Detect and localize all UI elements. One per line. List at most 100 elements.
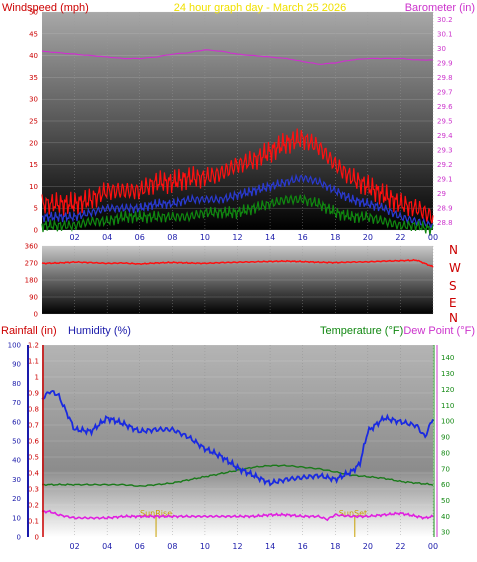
humidity-tick-label: 70: [12, 399, 21, 407]
wind-time-tick-label: 00: [428, 233, 438, 242]
temperature-tick-label: 90: [441, 434, 450, 442]
barometer-tick-label: 29.6: [437, 103, 453, 111]
wind-panel: 0 5 10 15 20 25 30 35 40 45 50 28.8 28.9 29 29.1 29.2 29…: [2, 2, 475, 242]
temperature-tick-label: 110: [441, 402, 454, 410]
temperature-tick-label: 100: [441, 418, 454, 426]
temperature-tick-label: 80: [441, 449, 450, 457]
low-series: [41, 193, 434, 236]
windspeed-tick-label: 50: [29, 9, 38, 17]
dewpoint-series: [41, 509, 434, 522]
climate-time-tick-label: 04: [102, 542, 112, 551]
direction-tick-label: 90: [29, 294, 38, 302]
humidity-tick-label: 10: [12, 514, 21, 522]
wind-time-tick-label: 14: [265, 233, 275, 242]
humidity-tick-label: 0: [17, 534, 21, 542]
barometer-tick-label: 29.9: [437, 59, 453, 67]
climate-time-tick-label: 16: [298, 542, 308, 551]
windspeed-tick-label: 10: [29, 183, 38, 191]
barometer-tick-label: 29: [437, 190, 446, 198]
temperature-tick-label: 120: [441, 386, 454, 394]
rainfall-tick-label: 0.5: [28, 454, 39, 462]
wind-time-tick-label: 12: [232, 233, 242, 242]
humidity-series: [41, 389, 434, 487]
barometer-tick-label: 28.9: [437, 205, 453, 213]
barometer-tick-label: 29.3: [437, 147, 453, 155]
climate-time-tick-label: 22: [395, 542, 405, 551]
rainfall-tick-label: 1.1: [28, 358, 39, 366]
compass-label-n-top: N: [449, 243, 458, 257]
temperature-tick-label: 140: [441, 354, 454, 362]
direction-series: [41, 258, 434, 268]
humidity-tick-label: 90: [12, 361, 21, 369]
temperature-tick-label: 40: [441, 513, 450, 521]
direction-tick-label: 180: [25, 277, 38, 285]
barometer-tick-label: 28.8: [437, 219, 453, 227]
barometer-axis-label: Barometer (in): [405, 2, 475, 14]
windspeed-tick-label: 20: [29, 139, 38, 147]
windspeed-tick-label: 0: [34, 227, 38, 235]
temperature-tick-label: 50: [441, 497, 450, 505]
direction-panel: 0 90 180 270 360 N W S E N: [25, 243, 461, 326]
humidity-tick-label: 30: [12, 476, 21, 484]
humidity-tick-label: 20: [12, 495, 21, 503]
compass-label-n-bottom: N: [449, 311, 458, 325]
direction-tick-label: 270: [25, 260, 38, 268]
humidity-tick-label: 80: [12, 380, 21, 388]
rainfall-tick-label: 0.1: [28, 518, 39, 526]
temperature-axis-label: Temperature (°F): [320, 325, 403, 337]
climate-time-tick-label: 10: [200, 542, 210, 551]
windspeed-tick-label: 5: [34, 205, 38, 213]
compass-label-s: S: [449, 279, 457, 293]
windspeed-tick-label: 35: [29, 74, 38, 82]
wind-time-tick-label: 18: [330, 233, 340, 242]
rainfall-tick-label: 0.7: [28, 422, 39, 430]
rainfall-tick-label: 0.4: [28, 470, 40, 478]
wind-time-tick-label: 04: [102, 233, 112, 242]
climate-time-tick-label: 20: [363, 542, 373, 551]
climate-time-tick-label: 00: [428, 542, 438, 551]
temperature-tick-label: 60: [441, 481, 450, 489]
barometer-tick-label: 30.2: [437, 16, 453, 24]
wind-time-tick-label: 06: [135, 233, 145, 242]
climate-time-tick-label: 14: [265, 542, 275, 551]
windspeed-tick-label: 25: [29, 118, 38, 126]
windspeed-tick-label: 40: [29, 52, 38, 60]
sun-annotation-label: SunRise: [140, 509, 172, 518]
climate-panel: SunRise SunSet 0 0.1 0.2 0.3 0.4 0.5 0.6 0.7 0.8 0…: [1, 325, 475, 551]
rainfall-tick-label: 1.2: [28, 342, 39, 350]
humidity-tick-label: 50: [12, 438, 21, 446]
climate-time-tick-label: 18: [330, 542, 340, 551]
rainfall-tick-label: 0.2: [28, 502, 39, 510]
barometer-tick-label: 29.2: [437, 161, 453, 169]
humidity-tick-label: 100: [8, 342, 21, 350]
rainfall-tick-label: 0.9: [28, 390, 39, 398]
windspeed-tick-label: 15: [29, 161, 38, 169]
rainfall-tick-label: 0.8: [28, 406, 39, 414]
rainfall-tick-label: 0: [35, 534, 39, 542]
temperature-series: [41, 464, 434, 487]
sun-annotation-label: SunSet: [339, 509, 367, 518]
climate-time-tick-label: 08: [167, 542, 177, 551]
barometer-tick-label: 29.4: [437, 132, 453, 140]
gust-series: [41, 128, 434, 224]
chart-title: 24 hour graph day - March 25 2026: [174, 2, 346, 14]
wind-time-tick-label: 02: [69, 233, 79, 242]
barometer-tick-label: 29.7: [437, 88, 453, 96]
windspeed-axis-label: Windspeed (mph): [2, 2, 89, 14]
rainfall-tick-label: 0.3: [28, 486, 39, 494]
climate-time-tick-label: 06: [135, 542, 145, 551]
climate-time-tick-label: 12: [232, 542, 242, 551]
wind-time-tick-label: 20: [363, 233, 373, 242]
temperature-tick-label: 130: [441, 370, 454, 378]
windspeed-tick-label: 45: [29, 30, 38, 38]
barometer-tick-label: 29.8: [437, 74, 453, 82]
temperature-tick-label: 30: [441, 529, 450, 537]
barometer-tick-label: 29.1: [437, 176, 453, 184]
direction-tick-label: 360: [25, 243, 38, 251]
barometer-series: [41, 49, 434, 65]
humidity-tick-label: 60: [12, 418, 21, 426]
dewpoint-axis-label: Dew Point (°F): [403, 325, 475, 337]
barometer-tick-label: 29.5: [437, 118, 453, 126]
direction-tick-label: 0: [34, 311, 38, 319]
barometer-tick-label: 30.1: [437, 30, 453, 38]
